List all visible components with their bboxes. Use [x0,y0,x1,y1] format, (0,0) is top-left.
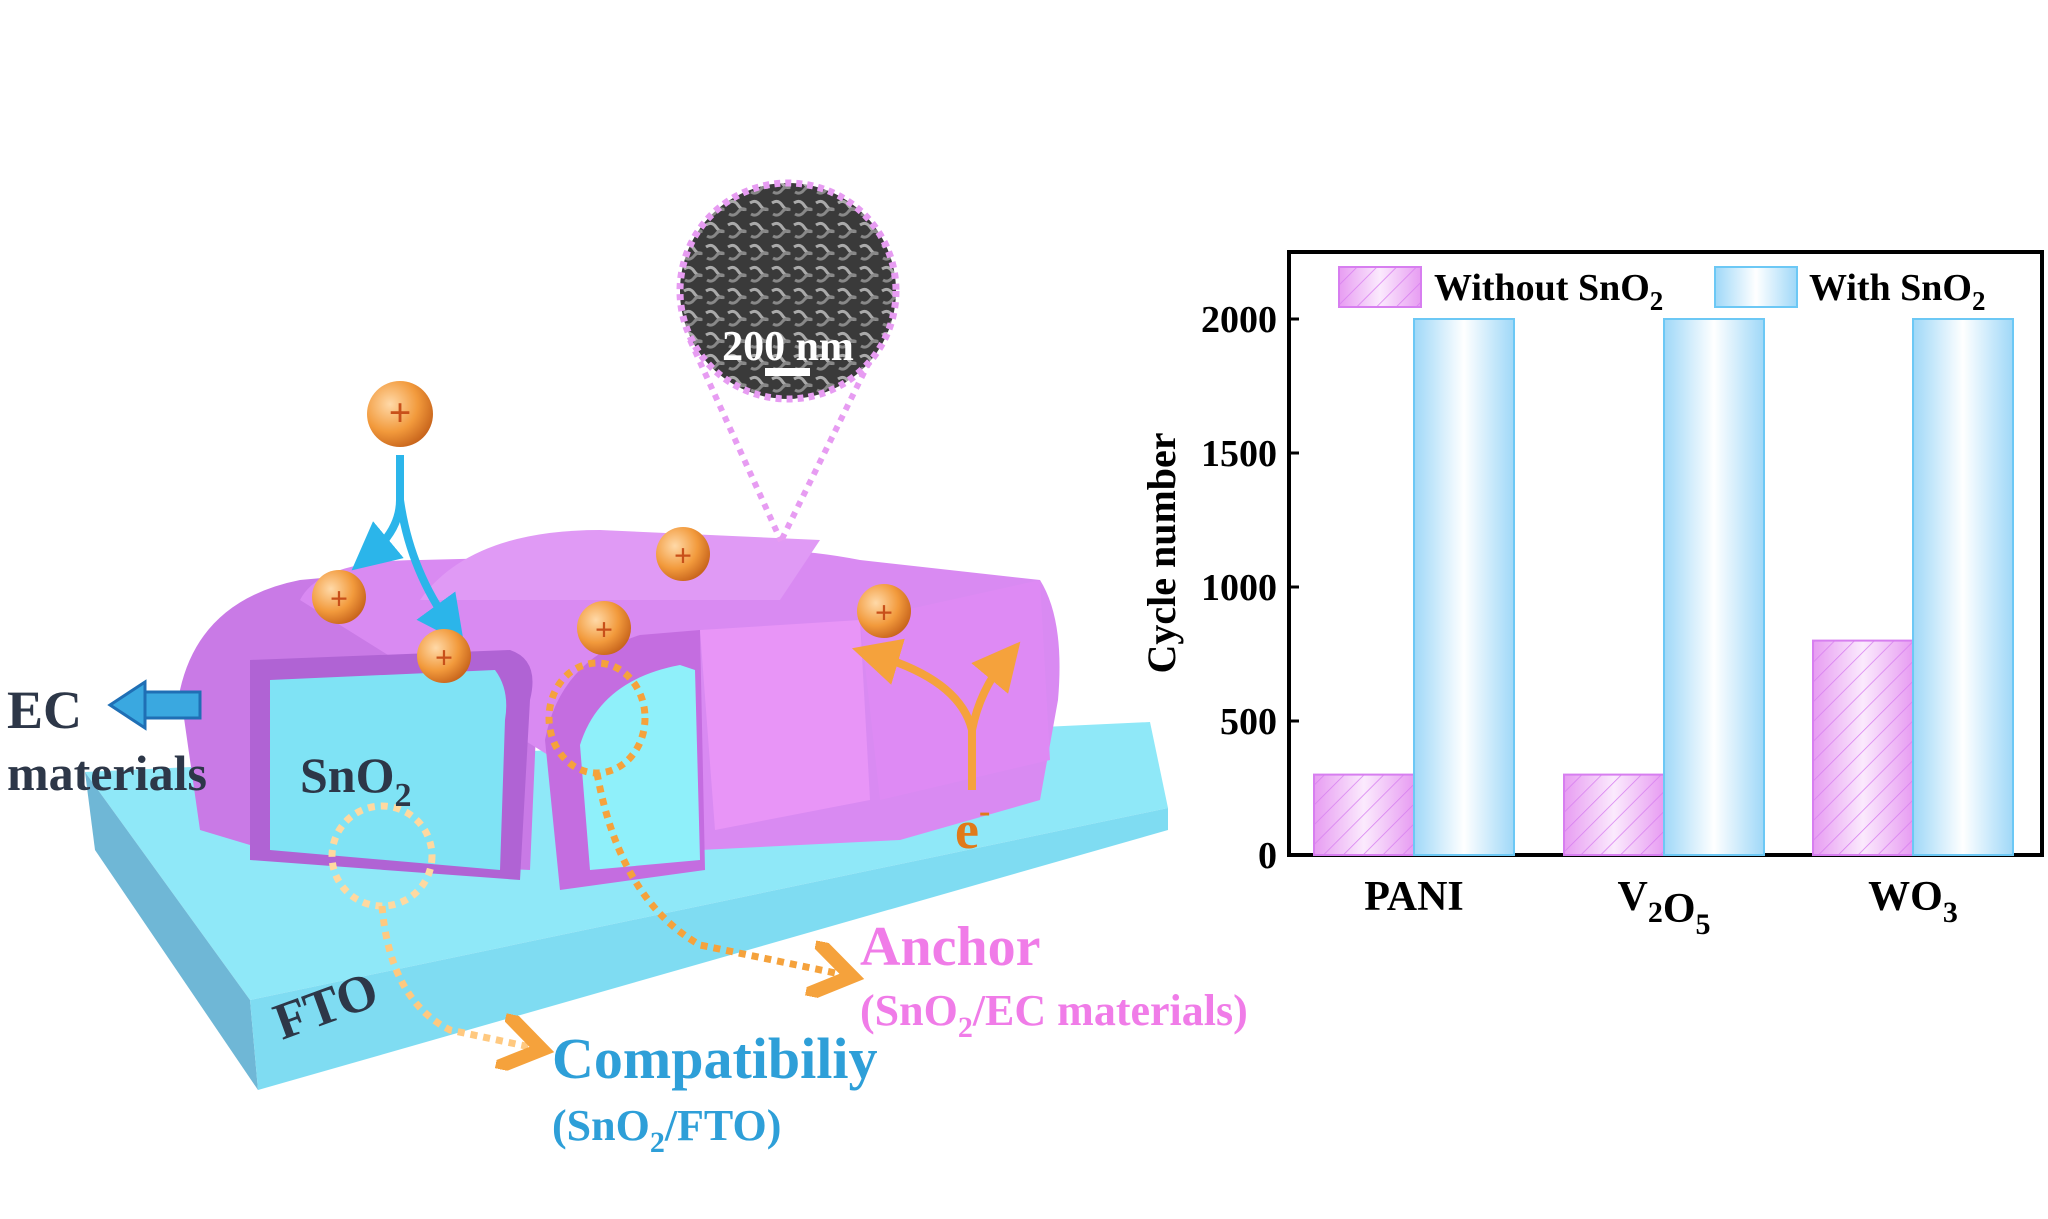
y-axis-label: Cycle number [1139,432,1184,673]
ec-label-line2: materials [7,745,207,801]
x-tick-label: WO3 [1868,874,1958,929]
fto-substrate-left [85,772,258,1090]
ion-plus-sign: + [674,537,692,573]
sno2-label: SnO2 [300,747,412,814]
electron-arrow-right [968,641,1021,731]
ion-icon: + [857,584,911,638]
legend-label: With SnO2 [1809,267,1985,316]
sem-scale-label: 200 nm [722,324,854,370]
ion-icon: + [312,570,366,624]
anchor-title: Anchor [860,916,1040,978]
sem-scale-bar [765,368,810,376]
zoom-guide-right [778,338,883,543]
ion-path-arrow-left [351,455,404,571]
ion-plus-sign: + [330,580,348,616]
ec-arrow-icon [107,679,202,731]
legend-swatch [1714,266,1798,308]
legend-item-with-sno2: With SnO2 [1714,266,1985,316]
ec-label-line1: EC [7,680,82,740]
zoom-guide-left [687,338,784,543]
legend-label: Without SnO2 [1434,267,1663,316]
bar-fill [1912,318,2014,856]
schematic: 200 nm ++++++ EC materials SnO2 FTO e- A… [7,179,1248,1159]
y-tick-label: 1000 [1201,567,1277,609]
bar-V2O5-without-sno2 [1563,773,1665,856]
sno2-core-middle [580,665,700,870]
bar-fill [1413,318,1515,856]
ion-icon: + [367,381,433,447]
ion-plus-sign: + [389,390,412,435]
ion-sphere [857,584,911,638]
bar-V2O5-with-sno2 [1663,318,1765,856]
bar-WO3-without-sno2 [1812,639,1914,856]
compatibility-subtitle: (SnO2/FTO) [552,1101,781,1159]
ion-plus-sign: + [875,594,893,630]
ion-sphere [656,527,710,581]
bar-hatch [1313,773,1415,856]
compatibility-title: Compatibiliy [552,1026,878,1091]
sem-image-inset [676,179,900,403]
ion-icon: + [656,527,710,581]
bar-WO3-with-sno2 [1912,318,2014,856]
ion-icon: + [577,601,631,655]
x-tick-label: V2O5 [1617,874,1710,941]
bar-hatch [1563,773,1665,856]
ion-sphere [577,601,631,655]
ion-icon: + [417,629,471,683]
anchor-pointer [593,772,845,975]
y-tick-label: 500 [1220,701,1277,743]
anchor-subtitle: (SnO2/EC materials) [860,986,1248,1044]
ion-path-arrow-right [396,499,465,645]
ion-plus-sign: + [595,611,613,647]
bar-PANI-with-sno2 [1413,318,1515,856]
ion-sphere [312,570,366,624]
x-tick-label: PANI [1364,874,1464,920]
fto-substrate-front [250,808,1168,1090]
legend-swatch-hatch [1338,266,1422,308]
y-tick-label: 2000 [1201,299,1277,341]
y-tick-label: 0 [1258,835,1277,877]
ion-plus-sign: + [435,639,453,675]
legend-item-without-sno2: Without SnO2 [1338,266,1663,316]
sno2-core-left [270,670,507,870]
y-tick-label: 1500 [1201,433,1277,475]
bar-PANI-without-sno2 [1313,773,1415,856]
ion-sphere [417,629,471,683]
electron-label: e- [955,793,990,860]
bar-fill [1663,318,1765,856]
ion-sphere [367,381,433,447]
bar-hatch [1812,639,1914,856]
ec-material-film [180,530,1060,890]
bar-chart: 0 500 1000 1500 2000 Cycle number PANI V2O5 WO3 W… [1139,250,2044,941]
